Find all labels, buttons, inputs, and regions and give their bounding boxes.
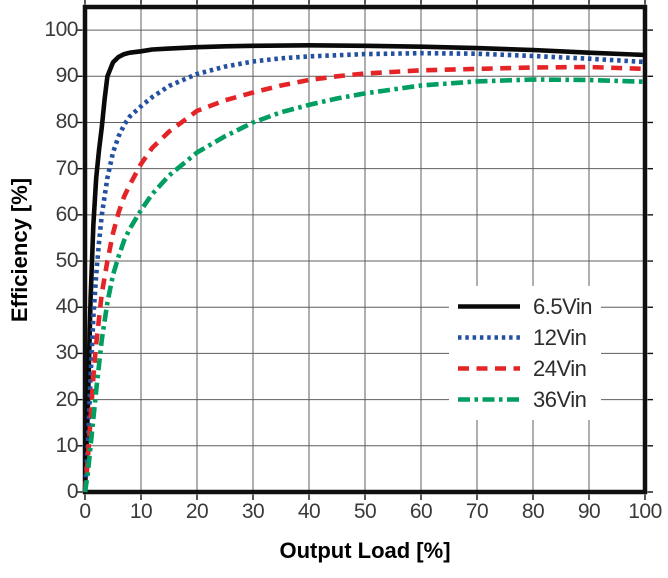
y-tick-label: 0: [66, 480, 79, 503]
plot-area: [77, 0, 653, 500]
x-tick-label: 10: [129, 500, 153, 523]
y-axis-title: Efficiency [%]: [7, 177, 32, 323]
legend-label: 36Vin: [533, 386, 587, 412]
dotted-line-icon: [458, 335, 520, 340]
x-tick-label: 50: [353, 500, 377, 523]
y-tick-label: 90: [55, 64, 79, 88]
legend-label: 24Vin: [533, 355, 587, 381]
y-tick-label: 70: [55, 156, 79, 180]
x-tick-label: 70: [465, 500, 489, 523]
x-axis-title: Output Load [%]: [279, 538, 451, 563]
x-tick-label: 30: [241, 500, 265, 523]
y-tick-label: 20: [55, 387, 79, 411]
x-tick-label: 100: [628, 500, 662, 523]
x-tick-label: 20: [185, 500, 209, 523]
legend-item-24vin: 24Vin: [449, 353, 601, 384]
x-tick-label: 60: [409, 500, 433, 523]
y-tick-label: 60: [55, 202, 79, 226]
solid-line-icon: [458, 304, 520, 309]
y-tick-label: 30: [55, 341, 79, 365]
legend-label: 6.5Vin: [533, 293, 592, 319]
legend-item-36vin: 36Vin: [449, 384, 601, 415]
y-tick-label: 80: [55, 110, 79, 134]
x-tick-label: 0: [79, 500, 91, 523]
x-tick-label: 40: [297, 500, 321, 523]
y-tick-label: 100: [44, 18, 78, 42]
x-tick-label: 80: [521, 500, 545, 523]
y-tick-label: 40: [55, 295, 79, 319]
legend: 6.5Vin 12Vin 24Vin 36Vin: [449, 286, 601, 420]
legend-item-12vin: 12Vin: [449, 322, 601, 353]
legend-label: 12Vin: [533, 324, 587, 350]
x-tick-label: 90: [577, 500, 601, 523]
y-tick-label: 50: [55, 249, 79, 273]
dashed-line-icon: [458, 366, 520, 371]
legend-item-6-5vin: 6.5Vin: [449, 291, 601, 322]
dash-dot-line-icon: [458, 397, 520, 402]
y-tick-label: 10: [55, 433, 79, 457]
